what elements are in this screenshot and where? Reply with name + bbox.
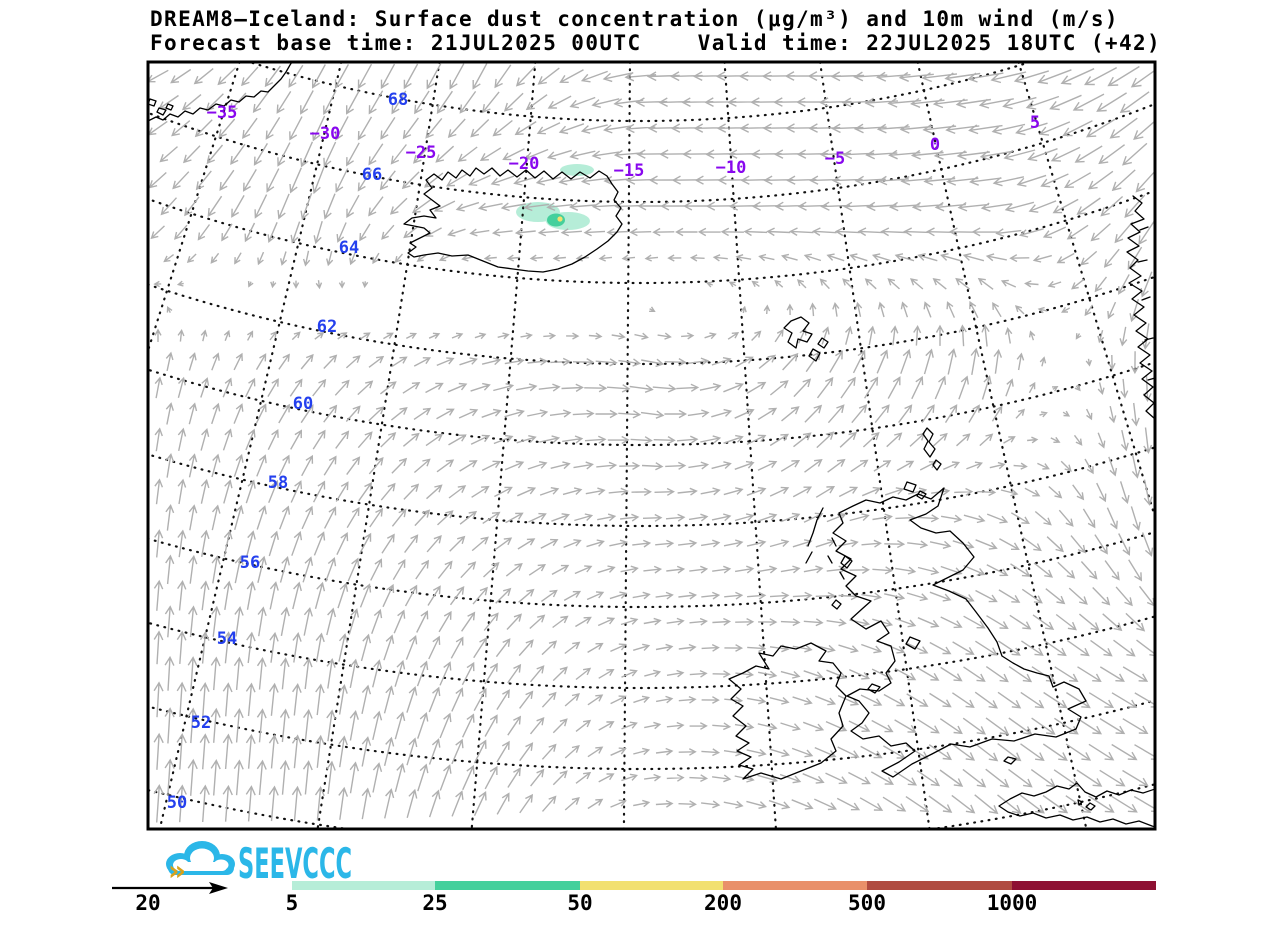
lat-label: 64 (339, 238, 359, 258)
parallel-line (149, 361, 1154, 446)
coast-shetland (922, 427, 942, 471)
wind-arrows (149, 63, 1154, 823)
lat-label: 52 (191, 713, 211, 733)
logo-chevron-icon: » (168, 854, 186, 887)
seevccc-logo: » SEEVCCC (166, 839, 352, 888)
parallel-line (149, 699, 1154, 770)
colorbar-segment (580, 881, 723, 890)
dust-blob (560, 164, 594, 176)
colorbar-segment (1012, 881, 1156, 890)
colorbar-segment (723, 881, 867, 890)
wind-arrows-layer (149, 63, 1154, 823)
coast-norway (1126, 195, 1154, 419)
wind-reference-arrow (112, 882, 228, 894)
colorbar-label: 1000 (986, 891, 1038, 915)
coast-greenland (149, 63, 292, 121)
meridian-line (916, 63, 1088, 828)
lat-label: 62 (317, 317, 337, 337)
meridian-line (470, 63, 537, 828)
colorbar-segment (435, 881, 580, 890)
lon-label: −5 (825, 149, 845, 169)
colorbar-label: 50 (567, 891, 593, 915)
dust-blob (557, 216, 563, 222)
coast-great-britain (832, 487, 1087, 778)
coast-france (998, 756, 1154, 828)
coast-hebrides (805, 507, 853, 610)
ref-arrow-label: 20 (135, 891, 161, 915)
colorbar-segment (867, 881, 1012, 890)
lat-label: 66 (362, 165, 382, 185)
logo-cloud-inner (173, 848, 229, 871)
colorbar-label: 200 (704, 891, 742, 915)
map-labels-layer: −35 −30 −25 −20 −15 −10 −5 0 5 68 66 64 62 60 58 56 54 52… (167, 90, 1040, 813)
lat-label: 50 (167, 793, 187, 813)
meridian-line (158, 63, 343, 828)
lon-label: −35 (207, 103, 238, 123)
coast-ireland (728, 642, 847, 780)
lon-label: −30 (310, 124, 341, 144)
coast-faroe-islands (783, 316, 829, 362)
meridian-line (819, 63, 931, 828)
lon-label: 0 (930, 135, 940, 155)
lat-label: 68 (388, 90, 408, 110)
lon-label: −15 (614, 161, 645, 181)
lat-label: 58 (268, 473, 288, 493)
coast-isle-of-man (867, 636, 921, 694)
lon-label: −25 (406, 143, 437, 163)
coast-iceland (403, 167, 623, 273)
graticule-layer (149, 63, 1154, 828)
meridian-line (316, 63, 441, 828)
colorbar (292, 881, 1156, 890)
parallel-line (149, 189, 1154, 284)
lat-label: 60 (293, 394, 313, 414)
colorbar-label: 5 (285, 891, 299, 915)
parallel-line (252, 63, 1028, 122)
lon-label: −10 (716, 158, 747, 178)
colorbar-label: 500 (848, 891, 886, 915)
parallel-line (149, 615, 1154, 689)
lat-label: 54 (217, 629, 237, 649)
page-subtitle: Forecast base time: 21JUL2025 00UTC Vali… (150, 31, 1162, 55)
meridian-line (1017, 63, 1154, 516)
lat-label: 56 (240, 553, 260, 573)
colorbar-segment (292, 881, 435, 890)
lon-label: 5 (1030, 113, 1040, 133)
logo-text: SEEVCCC (238, 839, 352, 888)
colorbar-label: 25 (422, 891, 448, 915)
coastline-layer (149, 63, 1154, 828)
lon-label: −20 (509, 154, 540, 174)
map-frame (146, 60, 1157, 831)
page-title: DREAM8–Iceland: Surface dust concentrati… (150, 7, 1119, 31)
